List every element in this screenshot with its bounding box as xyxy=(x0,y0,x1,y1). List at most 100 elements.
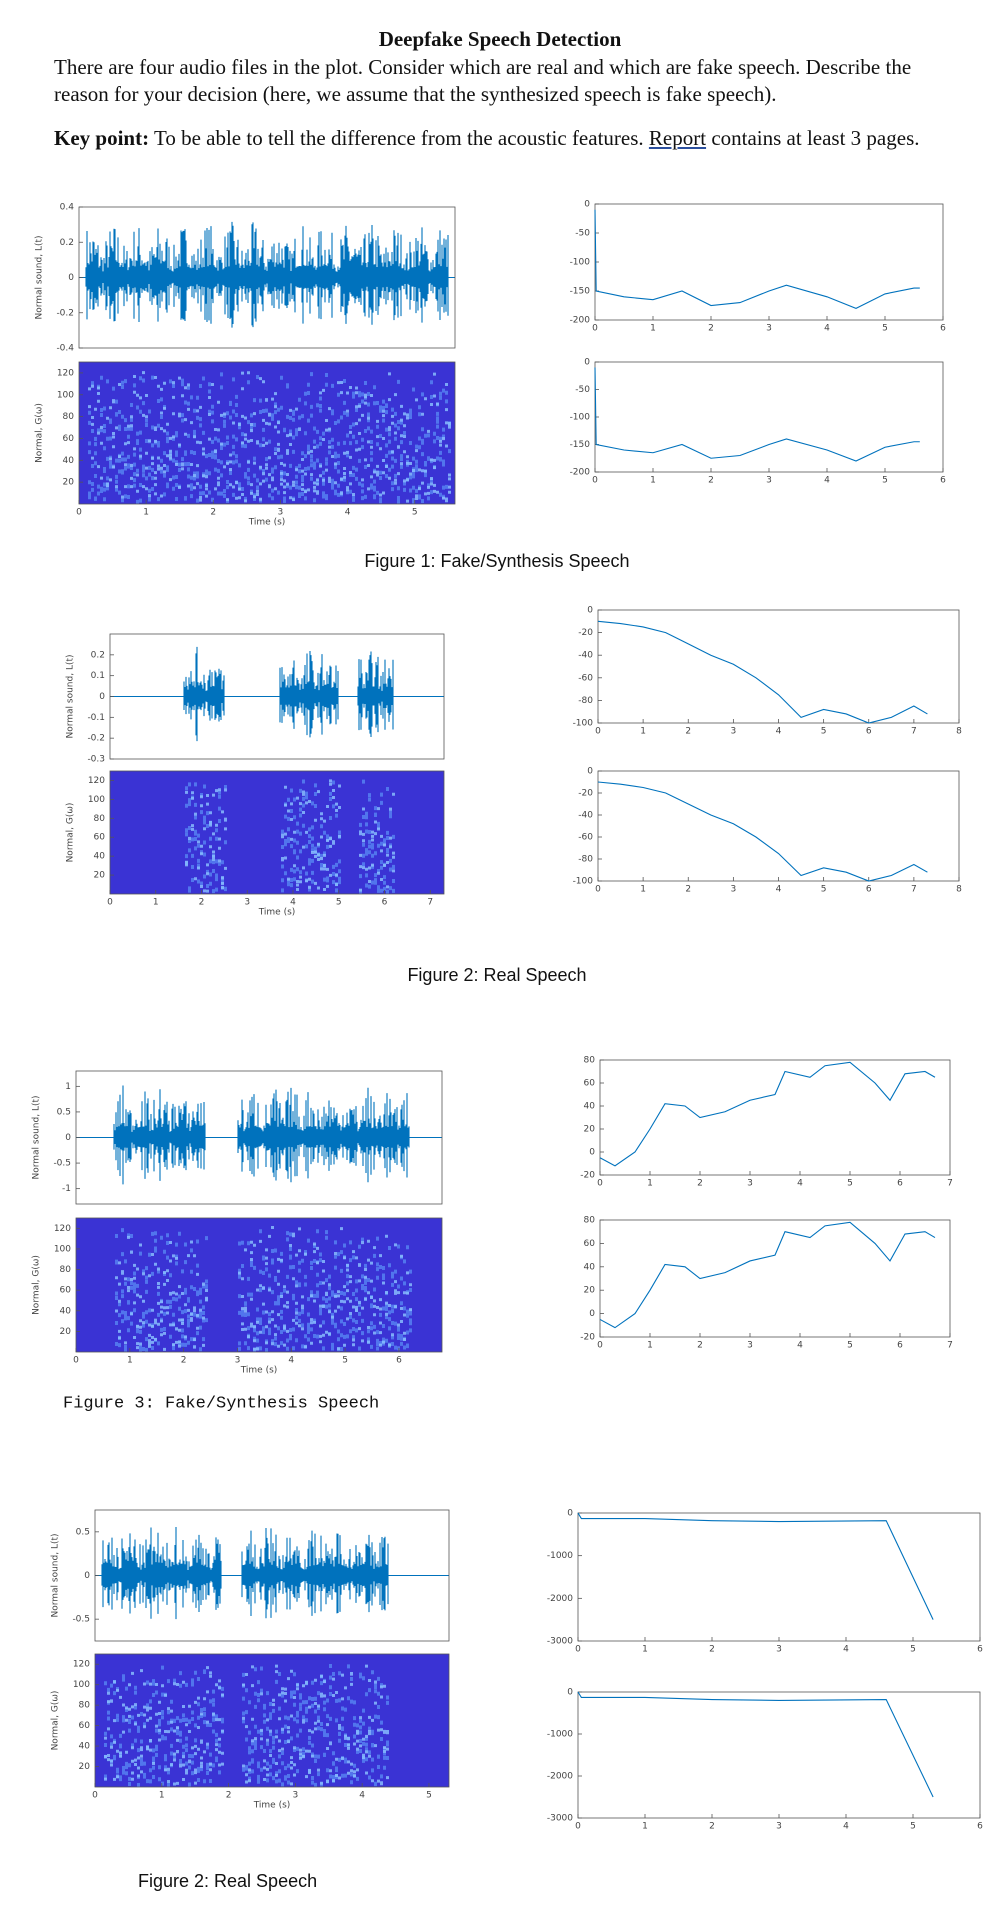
x-tick-label: 4 xyxy=(797,1341,803,1351)
x-tick-label: 3 xyxy=(766,324,772,334)
x-tick-label: 4 xyxy=(843,1822,849,1832)
x-tick-label: 3 xyxy=(244,898,250,908)
y-tick-label: -0.3 xyxy=(87,755,105,765)
x-tick-label: 0 xyxy=(92,1791,98,1801)
y-tick-label: 0 xyxy=(99,692,105,702)
x-tick-label: 6 xyxy=(382,898,388,908)
x-tick-label: 0 xyxy=(575,1822,581,1832)
x-tick-label: 0 xyxy=(592,324,598,334)
y-tick-label: -20 xyxy=(578,789,593,799)
y-tick-label: 0 xyxy=(589,1148,595,1158)
x-axis-label: Time (s) xyxy=(258,908,296,918)
y-tick-label: 20 xyxy=(584,1286,596,1296)
x-tick-label: 7 xyxy=(911,727,917,737)
x-tick-label: 8 xyxy=(956,885,962,895)
spectrogram-bg xyxy=(110,771,444,894)
x-tick-label: 2 xyxy=(210,508,216,518)
x-tick-label: 1 xyxy=(642,1645,648,1655)
spectrogram-box xyxy=(94,1653,450,1788)
x-tick-label: 2 xyxy=(708,476,714,486)
x-tick-label: 2 xyxy=(226,1791,232,1801)
y-tick-label: -1000 xyxy=(547,1551,573,1561)
y-tick-label: -60 xyxy=(578,673,593,683)
x-tick-label: 3 xyxy=(731,727,737,737)
contour-line xyxy=(594,367,920,462)
key-end: contains at least 3 pages. xyxy=(711,126,920,150)
figure-caption: Figure 3: Fake/Synthesis Speech xyxy=(63,1394,379,1413)
waveform xyxy=(79,221,455,328)
y-tick-label: 60 xyxy=(94,833,106,843)
x-tick-label: 4 xyxy=(776,727,782,737)
x-tick-label: 4 xyxy=(776,885,782,895)
y-tick-label: -60 xyxy=(578,833,593,843)
y-tick-label: 0 xyxy=(567,1688,573,1698)
spectrogram-box xyxy=(75,1217,443,1353)
spectrogram-energy xyxy=(104,1664,389,1786)
y-tick-label: -40 xyxy=(578,811,593,821)
y-tick-label: 40 xyxy=(584,1262,596,1272)
y-tick-label: 0 xyxy=(65,1133,71,1143)
x-tick-label: 2 xyxy=(697,1179,703,1189)
contour-box xyxy=(599,1059,951,1176)
contour-line xyxy=(599,1061,936,1167)
y-tick-label: 60 xyxy=(60,1286,72,1296)
spectrogram-energy xyxy=(88,371,451,503)
y-tick-label: 60 xyxy=(63,434,75,444)
y-tick-label: 0.1 xyxy=(91,671,105,681)
x-tick-label: 2 xyxy=(709,1822,715,1832)
y-tick-label: 0 xyxy=(584,200,590,210)
x-tick-label: 5 xyxy=(412,508,418,518)
y-tick-label: 120 xyxy=(54,1224,71,1234)
x-tick-label: 8 xyxy=(956,727,962,737)
contour-line xyxy=(577,1691,934,1798)
y-tick-label: -3000 xyxy=(547,1814,573,1824)
x-tick-label: 2 xyxy=(181,1356,187,1366)
x-axis-label: Time (s) xyxy=(253,1801,291,1811)
y-axis-label: Normal sound, L(t) xyxy=(35,235,45,319)
x-tick-label: 1 xyxy=(153,898,159,908)
y-tick-label: -50 xyxy=(575,385,590,395)
contour-line xyxy=(599,1221,936,1329)
y-tick-label: 20 xyxy=(63,478,75,488)
report-link: Report xyxy=(648,126,707,150)
figure-caption: Figure 2: Real Speech xyxy=(138,1871,317,1891)
contour-box xyxy=(597,770,960,882)
x-tick-label: 7 xyxy=(427,898,433,908)
x-tick-label: 0 xyxy=(76,508,82,518)
y-tick-label: 60 xyxy=(79,1721,91,1731)
y-tick-label: 80 xyxy=(63,412,75,422)
y-axis-label: Normal, G(ω) xyxy=(35,403,45,463)
y-tick-label: -2000 xyxy=(547,1594,573,1604)
y-tick-label: 100 xyxy=(73,1680,90,1690)
y-axis-label: Normal, G(ω) xyxy=(66,803,76,863)
y-tick-label: 120 xyxy=(73,1660,90,1670)
x-tick-label: 3 xyxy=(235,1356,241,1366)
x-tick-label: 0 xyxy=(595,885,601,895)
x-tick-label: 1 xyxy=(640,727,646,737)
y-tick-label: 0 xyxy=(589,1309,595,1319)
x-tick-label: 3 xyxy=(747,1341,753,1351)
x-tick-label: 1 xyxy=(647,1179,653,1189)
y-tick-label: 120 xyxy=(57,368,74,378)
y-tick-label: 40 xyxy=(63,456,75,466)
x-tick-label: 0 xyxy=(597,1341,603,1351)
x-tick-label: 2 xyxy=(709,1645,715,1655)
y-tick-label: -0.2 xyxy=(87,734,105,744)
x-tick-label: 0 xyxy=(597,1179,603,1189)
y-axis-label: Normal, G(ω) xyxy=(51,1691,61,1751)
x-tick-label: 6 xyxy=(866,885,872,895)
x-tick-label: 4 xyxy=(288,1356,294,1366)
x-tick-label: 3 xyxy=(731,885,737,895)
x-tick-label: 2 xyxy=(685,727,691,737)
y-tick-label: 0 xyxy=(68,273,74,283)
y-tick-label: 40 xyxy=(94,852,106,862)
contour-box xyxy=(594,361,944,473)
x-tick-label: 6 xyxy=(897,1341,903,1351)
x-tick-label: 1 xyxy=(642,1822,648,1832)
x-tick-label: 7 xyxy=(947,1179,953,1189)
x-tick-label: 4 xyxy=(824,324,830,334)
y-tick-label: 80 xyxy=(79,1701,91,1711)
x-tick-label: 6 xyxy=(396,1356,402,1366)
